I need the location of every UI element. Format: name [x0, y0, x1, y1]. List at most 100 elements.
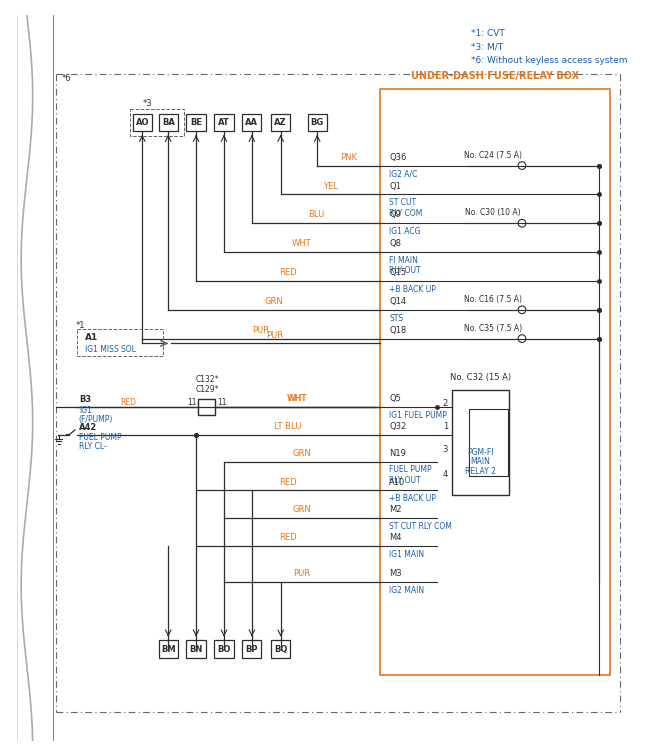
Text: +B BACK UP: +B BACK UP [390, 285, 436, 294]
Text: WHT: WHT [287, 394, 307, 403]
Text: No. C32 (15 A): No. C32 (15 A) [450, 373, 511, 382]
Text: IG2 MAIN: IG2 MAIN [390, 586, 424, 595]
Text: *3: M/T: *3: M/T [471, 43, 503, 52]
Text: BG: BG [311, 118, 324, 127]
Text: 2: 2 [443, 399, 448, 408]
Text: IG1 FUEL PUMP: IG1 FUEL PUMP [390, 411, 447, 420]
Text: Q18: Q18 [390, 326, 407, 335]
Text: PUR: PUR [266, 330, 284, 339]
Text: PUR: PUR [253, 326, 270, 335]
Text: Q8: Q8 [390, 239, 401, 248]
Text: ST CUT RLY COM: ST CUT RLY COM [390, 522, 452, 531]
Text: M3: M3 [390, 569, 402, 578]
Text: FUEL PUMP
RLY OUT: FUEL PUMP RLY OUT [390, 466, 432, 485]
Text: No. C35 (7.5 A): No. C35 (7.5 A) [464, 324, 522, 333]
Text: BN: BN [190, 645, 203, 654]
Text: RED: RED [279, 478, 297, 487]
Text: AO: AO [136, 118, 149, 127]
Text: AT: AT [218, 118, 230, 127]
Bar [77, 329, 163, 356]
Text: BO: BO [217, 645, 231, 654]
Text: BM: BM [161, 645, 176, 654]
Text: N19: N19 [390, 449, 406, 458]
Text: *6: *6 [61, 73, 71, 82]
Bar [452, 389, 509, 495]
Text: BP: BP [245, 645, 258, 654]
Text: *3: *3 [142, 98, 152, 107]
Text: Q1: Q1 [390, 181, 401, 191]
Bar [469, 409, 507, 476]
Bar [159, 113, 178, 131]
Text: GRN: GRN [292, 449, 311, 458]
Text: IG1: IG1 [79, 406, 91, 415]
Text: PGM-FI: PGM-FI [467, 448, 494, 457]
Text: MAIN: MAIN [470, 457, 491, 466]
Text: +B BACK UP: +B BACK UP [390, 494, 436, 503]
Text: STS: STS [390, 314, 403, 323]
Text: 11: 11 [188, 398, 197, 407]
Text: 11: 11 [217, 398, 227, 407]
Text: C129*: C129* [196, 385, 220, 394]
Text: (F/PUMP): (F/PUMP) [79, 415, 113, 424]
Text: WHT: WHT [288, 394, 307, 403]
Text: AZ: AZ [274, 118, 287, 127]
Text: RELAY 2: RELAY 2 [465, 466, 496, 476]
Text: IG1 ACG: IG1 ACG [390, 227, 421, 236]
Text: *1: *1 [76, 321, 86, 330]
Text: Q15: Q15 [390, 268, 407, 277]
Bar [380, 88, 611, 675]
Text: Q32: Q32 [390, 422, 407, 431]
Text: PUR: PUR [293, 569, 311, 578]
Text: BA: BA [162, 118, 174, 127]
Bar [198, 399, 215, 414]
Text: IG1 MAIN: IG1 MAIN [390, 550, 424, 559]
Text: UNDER-DASH FUSE/RELAY BOX: UNDER-DASH FUSE/RELAY BOX [411, 71, 579, 81]
Text: No. C24 (7.5 A): No. C24 (7.5 A) [464, 150, 522, 160]
Text: BLU: BLU [308, 210, 324, 219]
Text: *6: Without keyless access system: *6: Without keyless access system [471, 56, 628, 65]
Text: Q9: Q9 [390, 210, 401, 219]
Bar [215, 113, 234, 131]
Text: WHT: WHT [292, 239, 312, 248]
Text: LT BLU: LT BLU [274, 422, 301, 431]
Text: RLY CL-: RLY CL- [79, 442, 107, 451]
Text: PNK: PNK [340, 153, 357, 162]
Bar [242, 113, 261, 131]
Text: A1: A1 [85, 333, 98, 342]
Text: GRN: GRN [265, 297, 284, 306]
Text: A10: A10 [390, 478, 405, 487]
Text: Q36: Q36 [390, 153, 407, 162]
Text: Q5: Q5 [390, 394, 401, 403]
Text: BE: BE [190, 118, 202, 127]
Bar [307, 113, 327, 131]
Text: IG1 MISS SOL: IG1 MISS SOL [85, 345, 136, 354]
Text: ST CUT
RLY COM: ST CUT RLY COM [390, 198, 422, 218]
Bar [130, 109, 184, 136]
Text: IG2 A/C: IG2 A/C [390, 169, 418, 178]
Bar [186, 113, 206, 131]
Text: No. C30 (10 A): No. C30 (10 A) [465, 209, 521, 218]
Bar [133, 113, 152, 131]
Text: No. C16 (7.5 A): No. C16 (7.5 A) [464, 295, 522, 304]
Text: FI MAIN
RLY OUT: FI MAIN RLY OUT [390, 256, 421, 275]
Bar [271, 113, 290, 131]
Text: Q14: Q14 [390, 297, 407, 306]
Text: C132*: C132* [196, 376, 220, 384]
Text: 3: 3 [443, 445, 448, 454]
Text: M2: M2 [390, 506, 402, 515]
Text: RED: RED [279, 268, 297, 277]
Bar [271, 640, 290, 658]
Bar [159, 640, 178, 658]
Bar [242, 640, 261, 658]
Bar [215, 640, 234, 658]
Text: B3: B3 [79, 395, 91, 404]
Text: 4: 4 [443, 469, 448, 479]
Text: GRN: GRN [292, 506, 311, 515]
Text: A42: A42 [79, 423, 97, 432]
Text: FUEL PUMP: FUEL PUMP [79, 433, 122, 442]
Bar [186, 640, 206, 658]
Text: RED: RED [279, 534, 297, 542]
Text: 1: 1 [443, 422, 448, 431]
Text: AA: AA [245, 118, 259, 127]
Text: *1: CVT: *1: CVT [471, 29, 505, 39]
